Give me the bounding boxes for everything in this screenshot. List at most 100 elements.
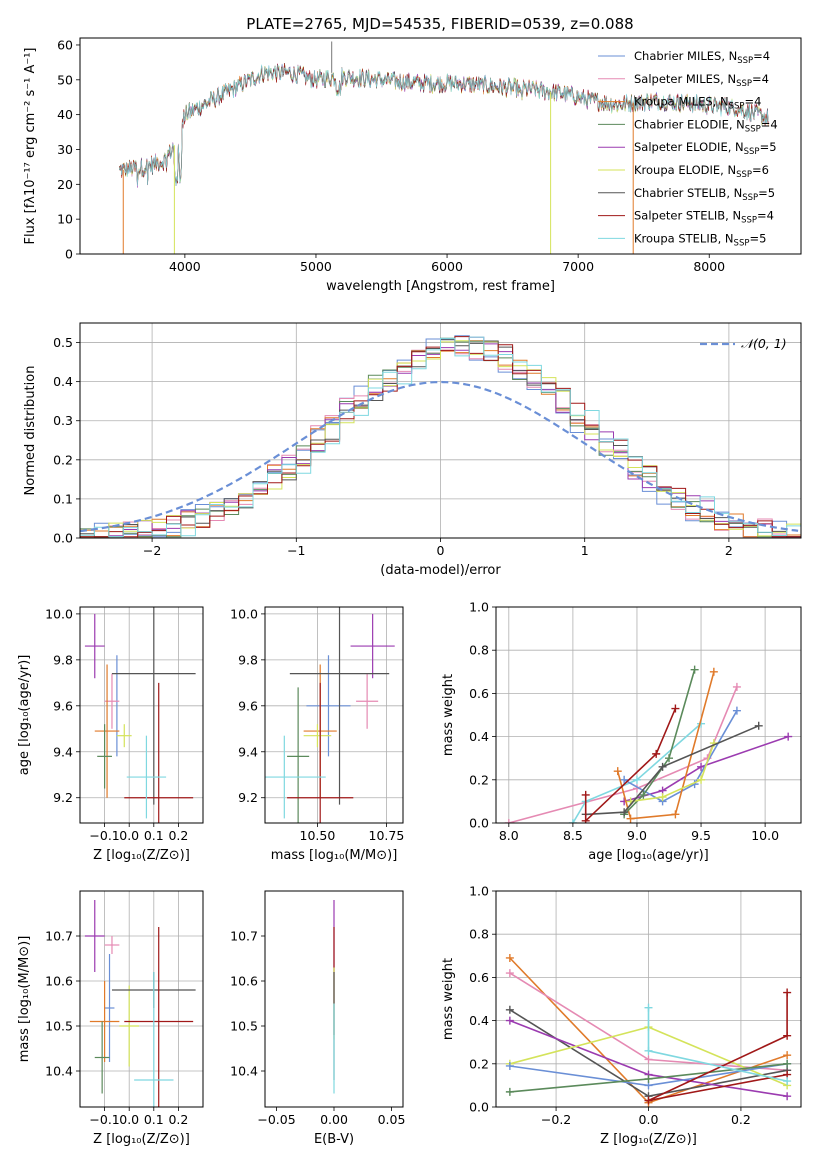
- spectrum-panel: 4000 5000 6000 7000 8000 0 10 20 30 40 50 60 wavelen…: [23, 37, 802, 294]
- x-axis-label: age [log₁₀(age/yr)]: [588, 848, 709, 863]
- mass-vs-Z-panel: −0.1 0.0 0.1 0.2 10.4 10.5 10.6 10.7 Z [log₁₀(Z/…: [17, 890, 204, 1147]
- x-tick-label: 0.2: [168, 1112, 188, 1127]
- y-tick-label: 0.2: [53, 452, 73, 467]
- x-tick-label: 0.00: [320, 1112, 348, 1127]
- errorbar-chabrier-stelib: [289, 607, 390, 805]
- weight-marker: [783, 1059, 792, 1068]
- x-tick-label: 0: [437, 543, 445, 558]
- x-tick-label: 4000: [169, 259, 201, 274]
- errorbar-kroupa-elodie: [119, 985, 140, 1067]
- x-tick-label: 6000: [431, 259, 463, 274]
- plot-frame: [264, 890, 404, 1108]
- errorbar-kroupa-miles: [94, 664, 120, 798]
- y-tick-label: 0.0: [469, 816, 489, 831]
- y-tick-label: 0.0: [53, 531, 73, 546]
- error-bars: [84, 607, 196, 823]
- weight-marker: [658, 762, 667, 771]
- residual-histograms: [80, 335, 801, 538]
- weight-line-chabrier-stelib: [585, 725, 760, 816]
- x-axis-label: E(B-V): [314, 1132, 354, 1147]
- y-axis-label: mass [log₁₀(M/M⊙)]: [17, 936, 32, 1063]
- y-axis-label: mass weight: [441, 958, 456, 1040]
- weight-marker: [505, 1005, 514, 1014]
- weight-lines: [504, 665, 793, 823]
- age-vs-Z-panel: −0.1 0.0 0.1 0.2 9.2 9.4 9.6 9.8 10.0 Z [log₁₀(Z/…: [17, 606, 204, 863]
- y-tick-label: 10.7: [230, 929, 258, 944]
- y-tick-label: 0.3: [53, 413, 73, 428]
- weight-marker: [732, 706, 741, 715]
- legend-entry-sub: SSP: [744, 147, 760, 157]
- x-tick-label: 0.2: [168, 828, 188, 843]
- errorbar-salpeter-stelib: [287, 682, 354, 823]
- x-tick-label: 10.75: [369, 828, 405, 843]
- weight-marker: [754, 721, 763, 730]
- weight-marker: [783, 1031, 792, 1040]
- weight-marker: [697, 775, 706, 784]
- x-tick-label: 0.2: [731, 1112, 751, 1127]
- weight-marker: [581, 816, 590, 823]
- x-axis-label: Z [log₁₀(Z/Z⊙)]: [600, 1132, 697, 1147]
- weight-marker: [709, 667, 718, 676]
- weight-line-kroupa-miles: [616, 671, 715, 820]
- weight-marker: [690, 665, 699, 674]
- x-axis-label: wavelength [Angstrom, rest frame]: [326, 279, 555, 294]
- x-axis-label: Z [log₁₀(Z/Z⊙)]: [93, 1132, 190, 1147]
- mass-vs-ebv-panel: −0.05 0.00 0.05 10.4 10.5 10.6 10.7 E(B-V): [230, 890, 405, 1147]
- legend-entry-label: Kroupa ELODIE, N: [634, 163, 736, 177]
- x-tick-label: 8000: [693, 259, 725, 274]
- y-tick-label: 0: [65, 247, 73, 262]
- errorbar-chabrier-elodie: [94, 1021, 110, 1094]
- residuals-legend: 𝒩(0, 1): [700, 336, 787, 351]
- mass-weight-vs-Z-panel: −0.2 0.0 0.2 0.0 0.2 0.4 0.6 0.8 1.0 Z [log₁₀(Z/Z…: [441, 884, 802, 1147]
- y-tick-label: 1.0: [469, 884, 489, 899]
- x-tick-label: 0.0: [119, 1112, 139, 1127]
- legend-entry-label: Kroupa STELIB, N: [634, 231, 734, 245]
- x-tick-label: 8.0: [499, 828, 519, 843]
- y-tick-label: 20: [57, 177, 73, 192]
- weight-marker: [665, 754, 674, 763]
- weight-line-salpeter-stelib: [648, 992, 788, 1102]
- histogram-kroupa-stelib: [80, 336, 801, 538]
- x-tick-label: 0.1: [144, 828, 164, 843]
- weight-marker: [505, 1016, 514, 1025]
- legend-entry-value: =5: [760, 140, 777, 154]
- weight-line-salpeter-miles: [508, 686, 738, 823]
- weight-line-kroupa-stelib: [572, 722, 702, 823]
- x-tick-label: −0.2: [541, 1112, 571, 1127]
- weight-marker: [632, 775, 641, 784]
- weight-marker: [639, 790, 648, 799]
- legend-entry-label: Chabrier ELODIE, N: [634, 117, 745, 131]
- x-tick-label: −2: [143, 543, 161, 558]
- y-tick-label: 40: [57, 107, 73, 122]
- y-tick-label: 10.4: [45, 1064, 73, 1079]
- weight-marker: [568, 819, 577, 823]
- y-axis-label: age [log₁₀(age/yr)]: [17, 655, 32, 776]
- errorbar-chabrier-stelib: [111, 607, 196, 805]
- errorbar-kroupa-stelib: [134, 972, 174, 1107]
- weight-marker: [783, 1077, 792, 1086]
- y-tick-label: 0.8: [469, 643, 489, 658]
- errorbar-kroupa-miles: [89, 981, 120, 1062]
- y-tick-label: 10.6: [45, 974, 73, 989]
- legend-entry-value: =4: [753, 49, 770, 63]
- weight-marker: [613, 767, 622, 776]
- residuals-panel: −2 −1 0 1 2 0.0 0.1 0.2 0.3 0.4 0.5 (data-model)/er…: [23, 322, 802, 578]
- legend-entry-value: =4: [744, 95, 761, 109]
- plot-frame: [79, 322, 802, 539]
- y-tick-label: 0.6: [469, 686, 489, 701]
- legend-entry: Salpeter ELODIE, NSSP=5: [634, 140, 777, 157]
- legend-entry-sub: SSP: [736, 79, 752, 89]
- legend-entry: Salpeter STELIB, NSSP=4: [634, 209, 774, 226]
- weight-marker: [644, 1003, 653, 1012]
- legend-entry: Kroupa ELODIE, NSSP=6: [634, 163, 769, 180]
- x-tick-label: −1: [287, 543, 305, 558]
- errorbar-salpeter-elodie: [84, 900, 105, 972]
- weight-marker: [644, 1046, 653, 1055]
- normal-curve: [80, 380, 799, 533]
- legend-entry-sub: SSP: [729, 102, 745, 112]
- x-tick-label: 8.5: [563, 828, 583, 843]
- y-tick-label: 0.6: [469, 970, 489, 985]
- plot-frame: [79, 37, 802, 255]
- y-tick-label: 0.1: [53, 491, 73, 506]
